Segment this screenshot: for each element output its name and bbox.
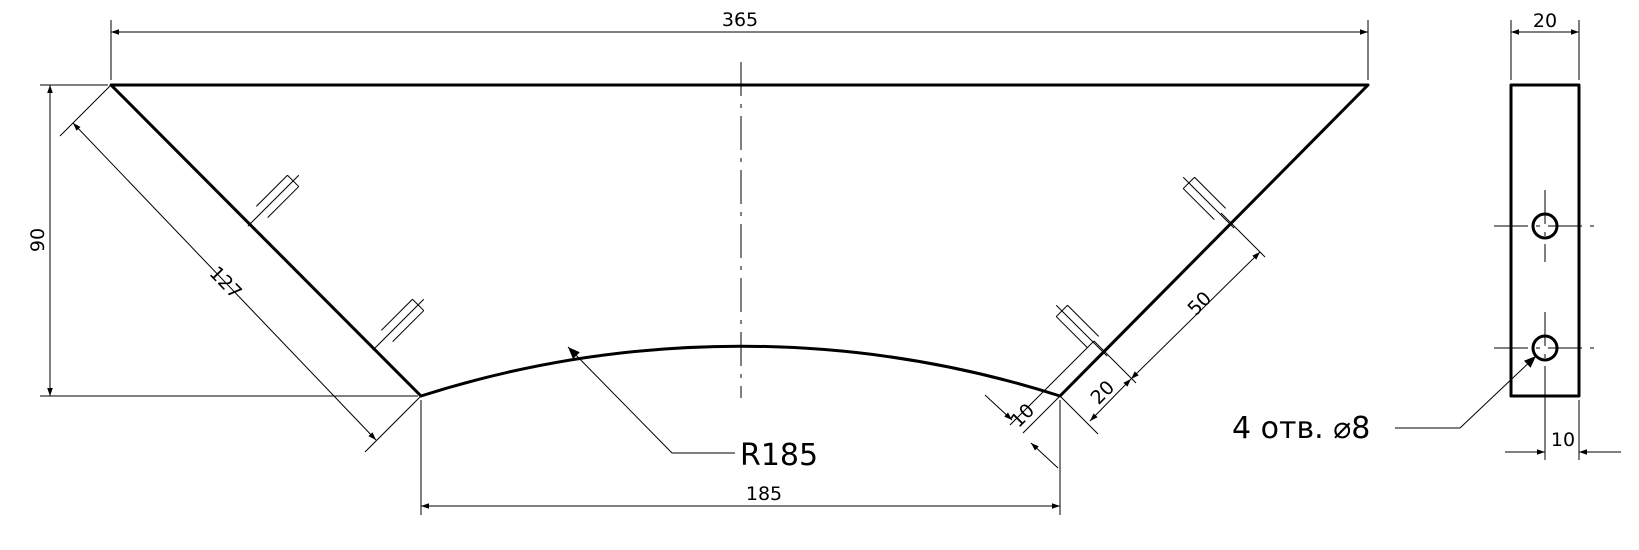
radius-callout: R185 xyxy=(567,346,818,473)
dimension-text: 10 xyxy=(1006,399,1039,432)
dimension-text: 185 xyxy=(746,483,782,505)
dimension-text: 20 xyxy=(1533,10,1557,32)
dimension-hole-offset-10: 10 xyxy=(984,340,1095,469)
part-outline xyxy=(109,83,1370,398)
dimension-thickness: 20 xyxy=(1510,10,1580,80)
dimension-text: 50 xyxy=(1183,287,1216,320)
dimension-overall-width: 365 xyxy=(110,9,1369,80)
hole-icon xyxy=(1494,312,1595,400)
dimension-hole-edge-offset: 10 xyxy=(1505,400,1621,460)
dimension-hole-spacing: 50 xyxy=(1093,212,1266,384)
holes-label: 4 отв. ⌀8 xyxy=(1232,411,1370,446)
dimension-text: 20 xyxy=(1086,376,1119,409)
side-view: 20 10 xyxy=(1494,10,1621,460)
dimension-bottom-width: 185 xyxy=(420,400,1061,515)
radius-label: R185 xyxy=(740,438,818,473)
dimension-slant-length: 127 xyxy=(59,84,422,453)
side-profile xyxy=(1509,83,1581,398)
dimension-text: 365 xyxy=(722,9,758,31)
front-view: 365 90 127 185 R185 xyxy=(27,9,1537,515)
hole-icon xyxy=(1494,190,1595,262)
dimension-text: 90 xyxy=(27,228,49,252)
dimension-text: 10 xyxy=(1551,429,1575,451)
dimension-height: 90 xyxy=(27,84,418,397)
holes-callout: 4 отв. ⌀8 xyxy=(1232,355,1537,446)
